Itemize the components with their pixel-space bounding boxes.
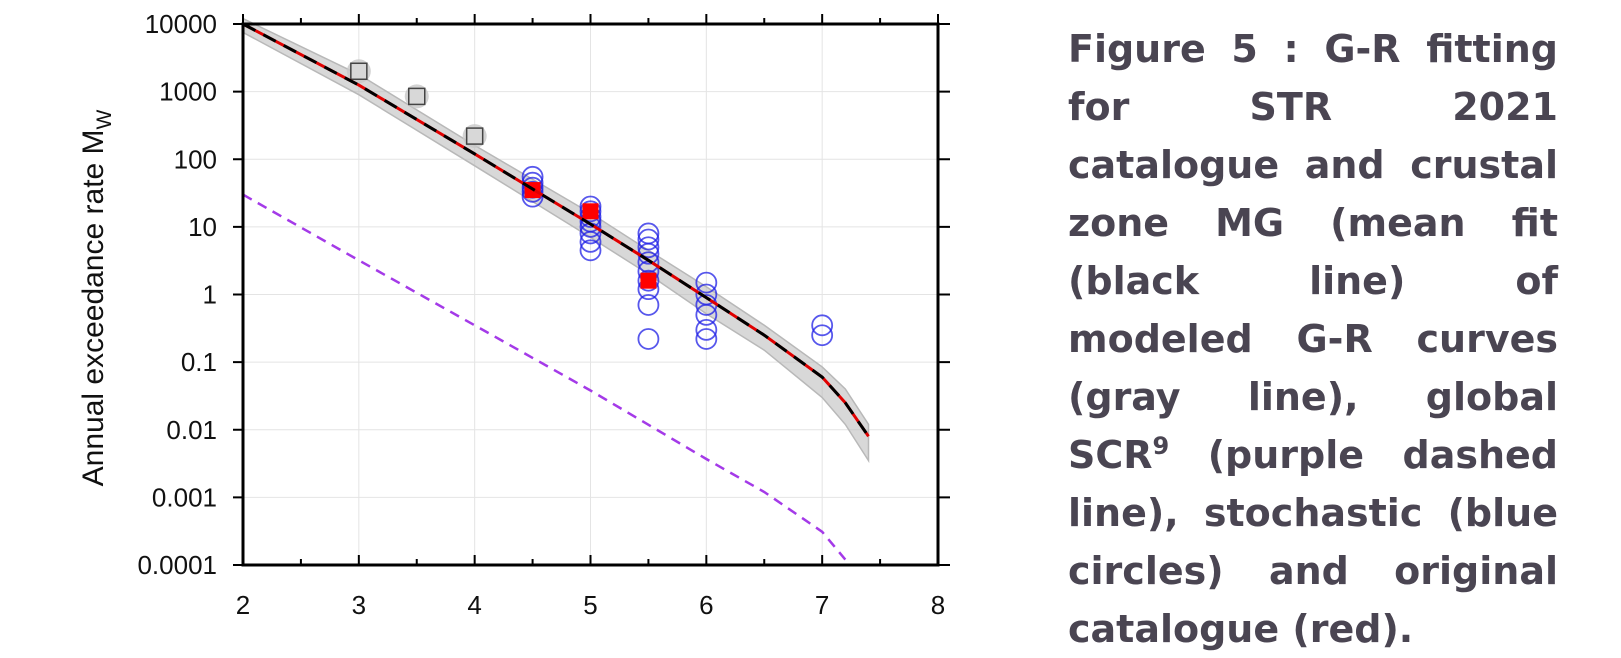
stochastic-circle: [811, 314, 834, 337]
modeled-curves-band: [242, 17, 870, 464]
stochastic-circle: [637, 251, 660, 274]
y-tick-label: 100: [174, 144, 217, 174]
stochastic-circle: [637, 228, 660, 251]
fit-lines: [242, 22, 870, 561]
stochastic-circle: [811, 324, 834, 347]
data-points: [346, 59, 834, 350]
modeled-gr-band: [242, 17, 870, 464]
y-tick-label: 1000: [159, 77, 217, 107]
y-tick-label: 10000: [145, 9, 217, 39]
y-tick-label: 10: [188, 212, 217, 242]
original-catalogue-square: [582, 203, 599, 220]
gr-fit-chart: 2 3 4 5 6 7 8 10000 1000 100 10 1 0.1 0.01 0.001 0.000…: [77, 9, 950, 620]
catalogue-fit-red-line: [242, 22, 870, 438]
y-tick-label: 1: [203, 280, 217, 310]
figure-caption: Figure 5 : G-R fitting for STR 2021 cata…: [1068, 20, 1558, 658]
y-axis-title-main: Annual exceedance rate M: [77, 129, 110, 486]
stochastic-circle: [579, 239, 602, 262]
stochastic-circle: [695, 328, 718, 350]
caption-text-1: Figure 5 : G-R fitting for STR 2021 cata…: [1068, 27, 1558, 477]
stochastic-circle: [695, 271, 718, 294]
stochastic-circle: [637, 269, 660, 292]
chart: 2 3 4 5 6 7 8 10000 1000 100 10 1 0.1 0.01 0.001 0.000…: [77, 9, 950, 620]
stochastic-circle: [637, 294, 660, 316]
y-tick-label: 0.1: [181, 347, 217, 377]
global-scr-purple-dashed-line: [242, 193, 847, 561]
axis-ticks: [233, 14, 950, 566]
x-tick-label: 5: [583, 590, 597, 620]
excluded-catalogue-square: [465, 127, 484, 145]
x-tick-label: 8: [931, 590, 945, 620]
y-tick-label: 0.001: [152, 482, 217, 512]
stochastic-circle: [637, 222, 660, 245]
caption-text-2: (purple dashed line), stochastic (blue c…: [1068, 433, 1558, 651]
excluded-catalogue-square: [350, 62, 368, 81]
y-axis-title: Annual exceedance rate MW: [77, 109, 116, 486]
excluded-catalogue-square: [408, 87, 426, 106]
stochastic-circle: [695, 283, 718, 306]
y-tick-label: 0.0001: [137, 550, 217, 580]
x-tick-label: 3: [352, 590, 366, 620]
original-catalogue-square: [640, 272, 657, 289]
x-tick-labels: 2 3 4 5 6 7 8: [236, 590, 945, 620]
x-tick-label: 4: [467, 590, 481, 620]
stochastic-circle: [579, 200, 602, 223]
x-tick-label: 6: [699, 590, 713, 620]
y-axis-title-subscript: W: [93, 109, 116, 129]
caption-superscript: 9: [1152, 432, 1170, 460]
x-tick-label: 2: [236, 590, 250, 620]
grid: [242, 23, 939, 566]
stochastic-circle: [637, 328, 660, 350]
stochastic-circle: [637, 236, 660, 259]
stochastic-circle: [695, 318, 718, 341]
y-tick-label: 0.01: [166, 415, 217, 445]
mean-fit-black-dashed-line: [242, 22, 870, 438]
x-tick-label: 7: [815, 590, 829, 620]
y-tick-labels: 10000 1000 100 10 1 0.1 0.01 0.001 0.0001: [137, 9, 217, 580]
